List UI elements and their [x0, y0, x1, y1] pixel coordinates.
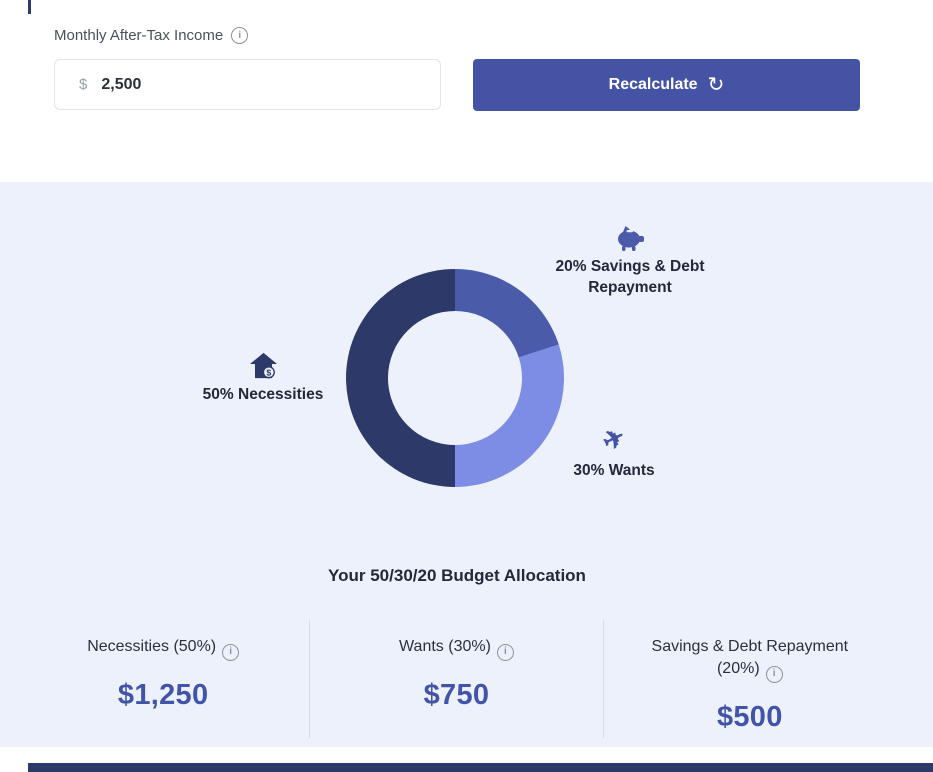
house-icon: $	[158, 350, 368, 382]
currency-symbol: $	[79, 76, 88, 93]
necessities-info-icon[interactable]: i	[222, 643, 240, 661]
piggy-bank-icon	[550, 222, 710, 254]
top-edge-mark	[28, 0, 31, 14]
income-info-icon[interactable]: i	[231, 27, 249, 44]
income-input[interactable]: $	[54, 59, 441, 110]
donut-chart	[346, 269, 564, 487]
chart-label-savings-text: 20% Savings & Debt Repayment	[555, 258, 705, 296]
wants-info-icon[interactable]: i	[496, 643, 514, 661]
airplane-icon: ✈	[597, 420, 631, 458]
wants-amount: $750	[423, 678, 490, 711]
income-value-input[interactable]	[99, 74, 440, 95]
budget-breakdown: Necessities (50%) i $1,250 Wants (30%) i $…	[17, 620, 896, 738]
chart-label-necessities-text: 50% Necessities	[202, 386, 324, 403]
donut-hole	[388, 311, 522, 445]
recalculate-label: Recalculate	[608, 76, 698, 93]
breakdown-savings-label-row: Savings & Debt Repayment (20%) i	[630, 636, 870, 683]
refresh-icon: ↻	[707, 74, 725, 96]
income-label-row: Monthly After-Tax Income i	[54, 27, 249, 44]
necessities-amount: $1,250	[117, 678, 209, 711]
breakdown-necessities: Necessities (50%) i $1,250	[17, 620, 309, 738]
chart-label-wants: ✈ 30% Wants	[534, 420, 694, 482]
savings-amount: $500	[716, 700, 783, 733]
recalculate-button[interactable]: Recalculate ↻	[473, 59, 860, 111]
bottom-bar	[28, 763, 933, 772]
chart-label-savings: 20% Savings & Debt Repayment	[550, 222, 710, 299]
results-section: 20% Savings & Debt Repayment $ 50% Neces…	[0, 182, 933, 747]
chart-label-wants-text: 30% Wants	[573, 462, 655, 479]
breakdown-necessities-label: Necessities (50%)	[87, 638, 217, 655]
allocation-title: Your 50/30/20 Budget Allocation	[328, 566, 586, 585]
breakdown-savings: Savings & Debt Repayment (20%) i $500	[602, 620, 896, 738]
breakdown-wants: Wants (30%) i $750	[309, 620, 602, 738]
breakdown-wants-label: Wants (30%)	[399, 638, 491, 655]
chart-label-necessities: $ 50% Necessities	[158, 350, 368, 406]
income-label: Monthly After-Tax Income	[54, 27, 224, 44]
breakdown-necessities-label-row: Necessities (50%) i	[29, 636, 297, 661]
breakdown-savings-label: Savings & Debt Repayment (20%)	[651, 638, 849, 678]
breakdown-wants-label-row: Wants (30%) i	[322, 636, 590, 661]
svg-text:$: $	[266, 367, 271, 377]
savings-info-icon[interactable]: i	[765, 665, 783, 683]
